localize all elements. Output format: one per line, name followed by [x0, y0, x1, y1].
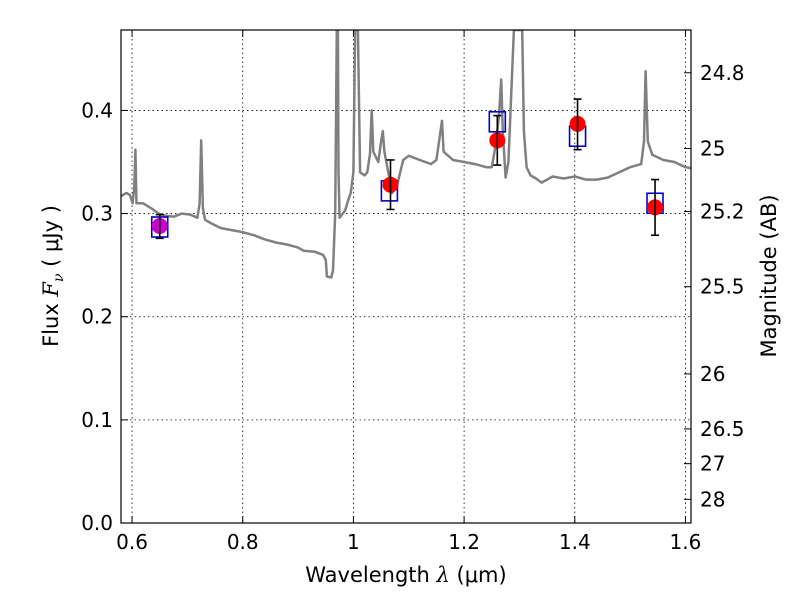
- x-tick-label: 0.6: [116, 530, 148, 554]
- x-axis-label: Wavelength λ (μm): [305, 563, 506, 587]
- right-tick-label: 25: [700, 137, 725, 161]
- plot-series: [121, 30, 691, 279]
- right-tick-label: 24.8: [700, 61, 745, 85]
- y-tick-label: 0.3: [81, 202, 113, 226]
- grid: [121, 30, 691, 524]
- x-tick-label: 1.2: [448, 530, 480, 554]
- x-tick-label: 1.6: [670, 530, 702, 554]
- y-tick-label: 0.1: [81, 408, 113, 432]
- x-tick-label: 1: [347, 530, 360, 554]
- right-tick-label: 25.2: [700, 200, 745, 224]
- y-tick-label: 0.0: [81, 511, 113, 535]
- axis-ticks: 0.6 0.8 1 1.2 1.4 1.6 0.0 0.1 0.2 0.3 0.4 24.8 25 25.…: [81, 30, 745, 554]
- y-tick-label: 0.4: [81, 98, 113, 122]
- right-tick-label: 26.5: [700, 417, 745, 441]
- right-tick-label: 25.5: [700, 275, 745, 299]
- right-tick-label: 28: [700, 487, 725, 511]
- y-tick-label: 0.2: [81, 305, 113, 329]
- spectrum-line: [121, 30, 691, 279]
- x-tick-label: 0.8: [227, 530, 259, 554]
- plot-frame: [120, 29, 692, 524]
- right-tick-label: 27: [700, 452, 725, 476]
- y-axis-label: Flux Fν ( μJy ): [39, 205, 67, 347]
- y-axis-right-label: Magnitude (AB): [757, 194, 781, 357]
- x-tick-label: 1.4: [559, 530, 591, 554]
- right-tick-label: 26: [700, 362, 725, 386]
